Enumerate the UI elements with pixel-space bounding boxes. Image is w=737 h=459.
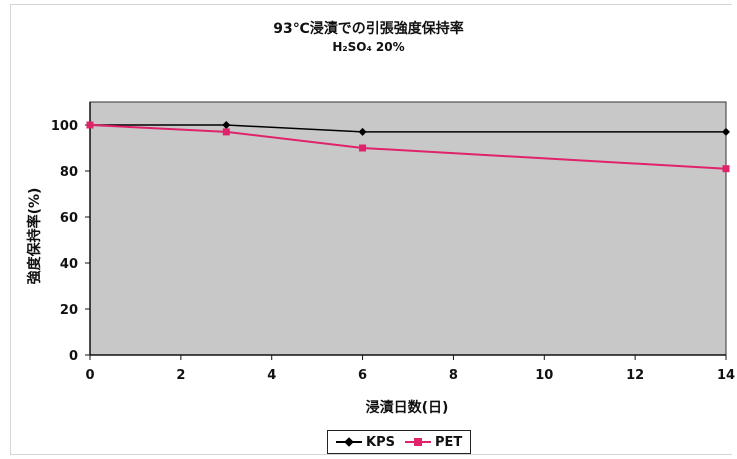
y-tick-label: 20 [60, 303, 78, 318]
legend-item-kps: KPS [336, 435, 395, 450]
legend-swatch-kps [336, 437, 362, 447]
data-point-kps [358, 127, 367, 136]
x-tick-label: 14 [717, 368, 735, 383]
x-axis-label: 浸漬日数(日) [365, 400, 449, 416]
x-tick-label: 0 [85, 368, 94, 383]
y-tick-label: 0 [69, 349, 78, 364]
legend-item-pet: PET [404, 434, 463, 450]
chart-subtitle: H₂SO₄ 20% [332, 40, 405, 54]
x-tick-label: 4 [267, 368, 276, 383]
x-tick-label: 6 [358, 368, 367, 383]
x-tick-label: 2 [176, 368, 185, 383]
series-line-kps [90, 124, 726, 133]
y-tick-label: 80 [60, 165, 78, 180]
data-point-kps [722, 127, 730, 136]
chart-title: 93℃浸漬での引張強度保持率 [273, 21, 464, 37]
y-tick-label: 60 [60, 211, 78, 226]
data-point-kps [222, 121, 231, 129]
y-tick-label: 40 [60, 257, 78, 272]
data-point-pet [86, 121, 94, 129]
legend-label-kps: KPS [366, 434, 395, 450]
legend: KPS PET [327, 430, 472, 454]
x-tick-label: 8 [449, 368, 458, 383]
x-tick-label: 12 [626, 368, 644, 383]
data-point-pet [722, 165, 730, 173]
y-axis-label: 強度保持率(%) [27, 187, 43, 285]
y-tick-label: 100 [51, 119, 78, 134]
data-point-pet [222, 128, 230, 136]
legend-label-pet: PET [434, 434, 463, 450]
chart-frame [10, 4, 732, 455]
series-line-pet [89, 124, 727, 170]
plot-area-background [89, 101, 727, 356]
legend-swatch-pet [404, 438, 431, 446]
x-tick-label: 10 [535, 368, 553, 383]
data-point-pet [359, 144, 367, 152]
